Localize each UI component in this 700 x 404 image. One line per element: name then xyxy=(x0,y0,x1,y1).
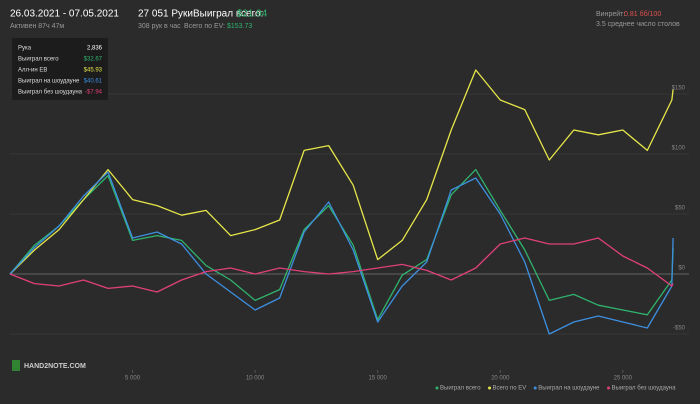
legend-marker xyxy=(533,386,537,390)
y-tick-label: $150 xyxy=(672,86,686,92)
tooltip-name: Выиграл без шоудауна xyxy=(18,90,83,96)
tooltip-name: Алл-ин EB xyxy=(18,68,47,74)
series-line xyxy=(9,171,674,335)
y-tick-label: $50 xyxy=(675,206,686,212)
logo xyxy=(12,360,20,371)
tooltip-name: Выиграл на шоудауне xyxy=(18,79,80,85)
tooltip-value: $45.93 xyxy=(84,68,103,74)
legend-marker xyxy=(607,386,611,390)
ev-value: $153.73 xyxy=(227,23,252,30)
winrate-label: Винрейт: xyxy=(596,10,625,18)
tables: 3.5 среднее число столов xyxy=(596,21,680,28)
legend-marker xyxy=(488,386,492,390)
tooltip-value: 2,836 xyxy=(87,46,103,52)
y-tick-label: -$50 xyxy=(673,326,686,332)
y-tick-label: $0 xyxy=(678,266,685,272)
ev-label: Всего по EV: xyxy=(184,23,225,30)
legend-label: Всего по EV xyxy=(493,386,527,392)
tooltip-name: Рука xyxy=(18,46,32,52)
legend-marker xyxy=(435,386,439,390)
watermark: HAND2NOTE.COM xyxy=(24,363,86,370)
x-tick-label: 5 000 xyxy=(125,376,141,382)
legend-label: Выиграл всего xyxy=(440,386,481,392)
legend-label: Выиграл без шоудауна xyxy=(612,386,677,392)
winrate-value: 0.81 бб/100 xyxy=(624,10,661,18)
won-label: Выиграл всего: xyxy=(193,9,263,20)
tooltip-value: $40.61 xyxy=(84,79,103,85)
hands-per-hour: 308 рук в час xyxy=(138,23,181,30)
x-tick-label: 25 000 xyxy=(614,376,633,382)
series-line xyxy=(9,237,674,293)
active-time: Активен 87ч 47м xyxy=(10,23,64,30)
x-tick-label: 10 000 xyxy=(246,376,265,382)
tooltip-name: Выиграл всего xyxy=(18,57,59,63)
date-range: 26.03.2021 - 07.05.2021 xyxy=(10,9,119,20)
x-tick-label: 15 000 xyxy=(369,376,388,382)
tooltip-value: -$7.94 xyxy=(85,90,103,96)
tooltip: Рука 2,836 Выиграл всего $32.67 Алл-ин EB $45… xyxy=(12,38,108,100)
series-line xyxy=(9,69,674,275)
tooltip-value: $32.67 xyxy=(84,57,103,63)
legend-label: Выиграл на шоудауне xyxy=(538,386,600,392)
series-line xyxy=(9,168,674,321)
x-tick-label: 20 000 xyxy=(491,376,510,382)
y-tick-label: $100 xyxy=(672,146,686,152)
tooltip-box xyxy=(12,38,108,100)
hands: 27 051 Руки xyxy=(138,9,193,20)
won-value: $21.94 xyxy=(237,9,268,20)
